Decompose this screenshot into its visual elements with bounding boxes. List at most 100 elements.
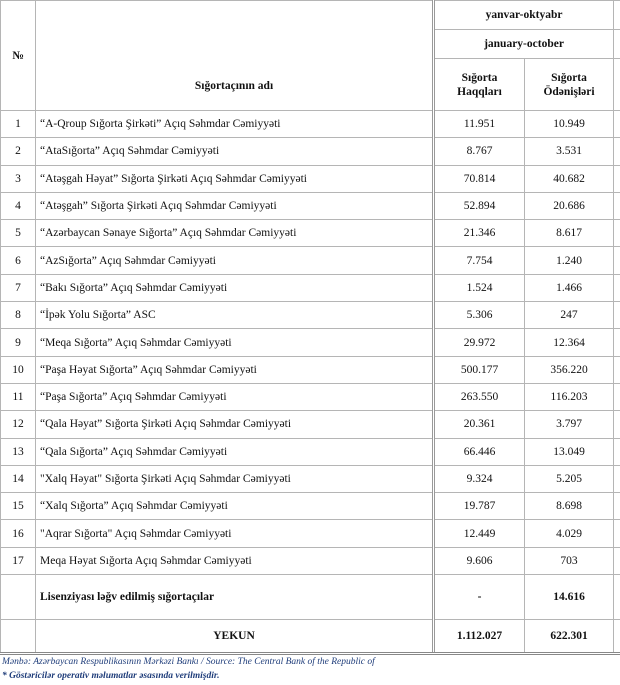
row-number: 17 xyxy=(0,546,36,576)
insurance-table: № Sığortaçının adı yanvar-oktyabr januar… xyxy=(0,0,620,656)
cell xyxy=(613,301,620,330)
premiums: 9.606 xyxy=(432,546,525,576)
insurer-name: “AzSığorta” Açıq Səhmdar Cəmiyyəti xyxy=(35,246,434,275)
payments: 5.205 xyxy=(523,464,615,494)
insurer-name: "Aqrar Sığorta" Açıq Səhmdar Cəmiyyəti xyxy=(35,519,434,548)
premiums: 29.972 xyxy=(432,328,525,357)
premiums: 52.894 xyxy=(432,191,525,221)
table-row: 7 “Bakı Sığorta” Açıq Səhmdar Cəmiyyəti 1.… xyxy=(0,273,620,303)
row-number: 6 xyxy=(0,246,36,275)
payments: 40.682 xyxy=(523,164,615,193)
insurer-name: “Paşa Həyat Sığorta” Açıq Səhmdar Cəmiyy… xyxy=(35,355,434,384)
premiums: 19.787 xyxy=(432,492,525,521)
cell xyxy=(613,437,620,466)
cell xyxy=(613,410,620,439)
row-number: 15 xyxy=(0,492,36,521)
premiums: 5.306 xyxy=(432,301,525,330)
payments: 1.240 xyxy=(523,246,615,275)
number-header: № xyxy=(0,0,36,111)
table-row: 16 "Aqrar Sığorta" Açıq Səhmdar Cəmiyyəti… xyxy=(0,519,620,548)
premiums: 70.814 xyxy=(432,164,525,193)
payments: 703 xyxy=(523,546,615,576)
row-number: 2 xyxy=(0,137,36,166)
payments: 8.617 xyxy=(523,219,615,248)
name-header: Sığortaçının adı xyxy=(35,0,434,111)
row-number: 11 xyxy=(0,382,36,412)
header-row: № Sığortaçının adı yanvar-oktyabr xyxy=(0,0,620,111)
premiums: - xyxy=(432,574,525,621)
cell xyxy=(613,109,620,139)
table-row: 14 "Xalq Həyat" Sığorta Şirkəti Açıq Səhm… xyxy=(0,464,620,494)
cell xyxy=(613,519,620,548)
insurer-name: “Azərbaycan Sənaye Sığorta” Açıq Səhmdar… xyxy=(35,219,434,248)
table-body: № Sığortaçının adı yanvar-oktyabr januar… xyxy=(0,0,620,656)
premiums: 9.324 xyxy=(432,464,525,494)
premiums: 21.346 xyxy=(432,219,525,248)
insurer-name: “Bakı Sığorta” Açıq Səhmdar Cəmiyyəti xyxy=(35,273,434,303)
cell xyxy=(613,492,620,521)
payments: 14.616 xyxy=(523,574,615,621)
payments: 1.466 xyxy=(523,273,615,303)
insurer-name: "Xalq Həyat" Sığorta Şirkəti Açıq Səhmda… xyxy=(35,464,434,494)
payments: 12.364 xyxy=(523,328,615,357)
header-row: Sığorta Haqqları Sığorta Ödənişləri xyxy=(1,58,620,111)
insurer-name: “Meqa Sığorta” Açıq Səhmdar Cəmiyyəti xyxy=(35,328,434,357)
row-number: 9 xyxy=(0,328,36,357)
cell xyxy=(613,619,620,656)
payments: 116.203 xyxy=(523,382,615,412)
table-row: 17 Meqa Həyat Sığorta Açıq Səhmdar Cəmiyy… xyxy=(0,546,620,576)
footer: Mənbə: Azərbaycan Respublikasının Mərkəz… xyxy=(2,655,375,683)
cell xyxy=(613,382,620,412)
premiums: 66.446 xyxy=(432,437,525,466)
cell xyxy=(613,164,620,193)
table-row: 8 “İpək Yolu Sığorta” ASC 5.306 247 xyxy=(0,301,620,330)
row-number: 1 xyxy=(0,109,36,139)
row-number: 7 xyxy=(0,273,36,303)
insurer-name: “Xalq Sığorta” Açıq Səhmdar Cəmiyyəti xyxy=(35,492,434,521)
table-row: 13 “Qala Sığorta” Açıq Səhmdar Cəmiyyəti 6… xyxy=(0,437,620,466)
table-row: 12 “Qala Həyat” Sığorta Şirkəti Açıq Səhm… xyxy=(0,410,620,439)
table-row: 2 “AtaSığorta” Açıq Səhmdar Cəmiyyəti 8.76… xyxy=(0,137,620,166)
cell xyxy=(0,619,36,656)
row-number: 3 xyxy=(0,164,36,193)
premiums: 20.361 xyxy=(432,410,525,439)
note: * Göstəricilər operativ məlumatlar əsası… xyxy=(2,671,220,681)
cell xyxy=(613,273,620,303)
insurer-name: “A-Qroup Sığorta Şirkəti” Açıq Səhmdar C… xyxy=(35,109,434,139)
cell xyxy=(613,546,620,576)
revoked-label: Lisenziyası ləğv edilmiş sığortaçılar xyxy=(35,574,434,621)
table-row: 6 “AzSığorta” Açıq Səhmdar Cəmiyyəti 7.754… xyxy=(0,246,620,275)
premiums: 500.177 xyxy=(432,355,525,384)
cell xyxy=(613,464,620,494)
period-en: january-october xyxy=(431,29,615,59)
cell xyxy=(613,191,620,221)
payments: 622.301 xyxy=(523,619,615,656)
row-number: 13 xyxy=(0,437,36,466)
premiums: 11.951 xyxy=(432,109,525,139)
premiums-header: Sığorta Haqqları xyxy=(432,58,525,111)
insurer-name: “Qala Sığorta” Açıq Səhmdar Cəmiyyəti xyxy=(35,437,434,466)
source: Mənbə: Azərbaycan Respublikasının Mərkəz… xyxy=(2,657,375,667)
table-row: 3 “Atəşgah Həyat” Sığorta Şirkəti Açıq Sə… xyxy=(0,164,620,193)
cell xyxy=(613,137,620,166)
cell xyxy=(613,328,620,357)
payments: 3.531 xyxy=(523,137,615,166)
payments: 10.949 xyxy=(523,109,615,139)
row-number: 8 xyxy=(0,301,36,330)
row-number: 4 xyxy=(0,191,36,221)
total-row: YEKUN 1.112.027 622.301 xyxy=(0,619,620,656)
cell xyxy=(613,29,620,59)
period-az: yanvar-oktyabr xyxy=(431,0,615,30)
insurer-name: “Atəşgah” Sığorta Şirkəti Açıq Səhmdar C… xyxy=(35,191,434,221)
insurer-name: “Atəşgah Həyat” Sığorta Şirkəti Açıq Səh… xyxy=(35,164,434,193)
payments: 13.049 xyxy=(523,437,615,466)
cell xyxy=(613,574,620,621)
payments: 8.698 xyxy=(523,492,615,521)
insurer-name: “İpək Yolu Sığorta” ASC xyxy=(35,301,434,330)
total-label: YEKUN xyxy=(35,619,434,656)
premiums: 7.754 xyxy=(432,246,525,275)
row-number: 16 xyxy=(0,519,36,548)
header-row: january-october xyxy=(1,29,620,59)
payments: 3.797 xyxy=(523,410,615,439)
